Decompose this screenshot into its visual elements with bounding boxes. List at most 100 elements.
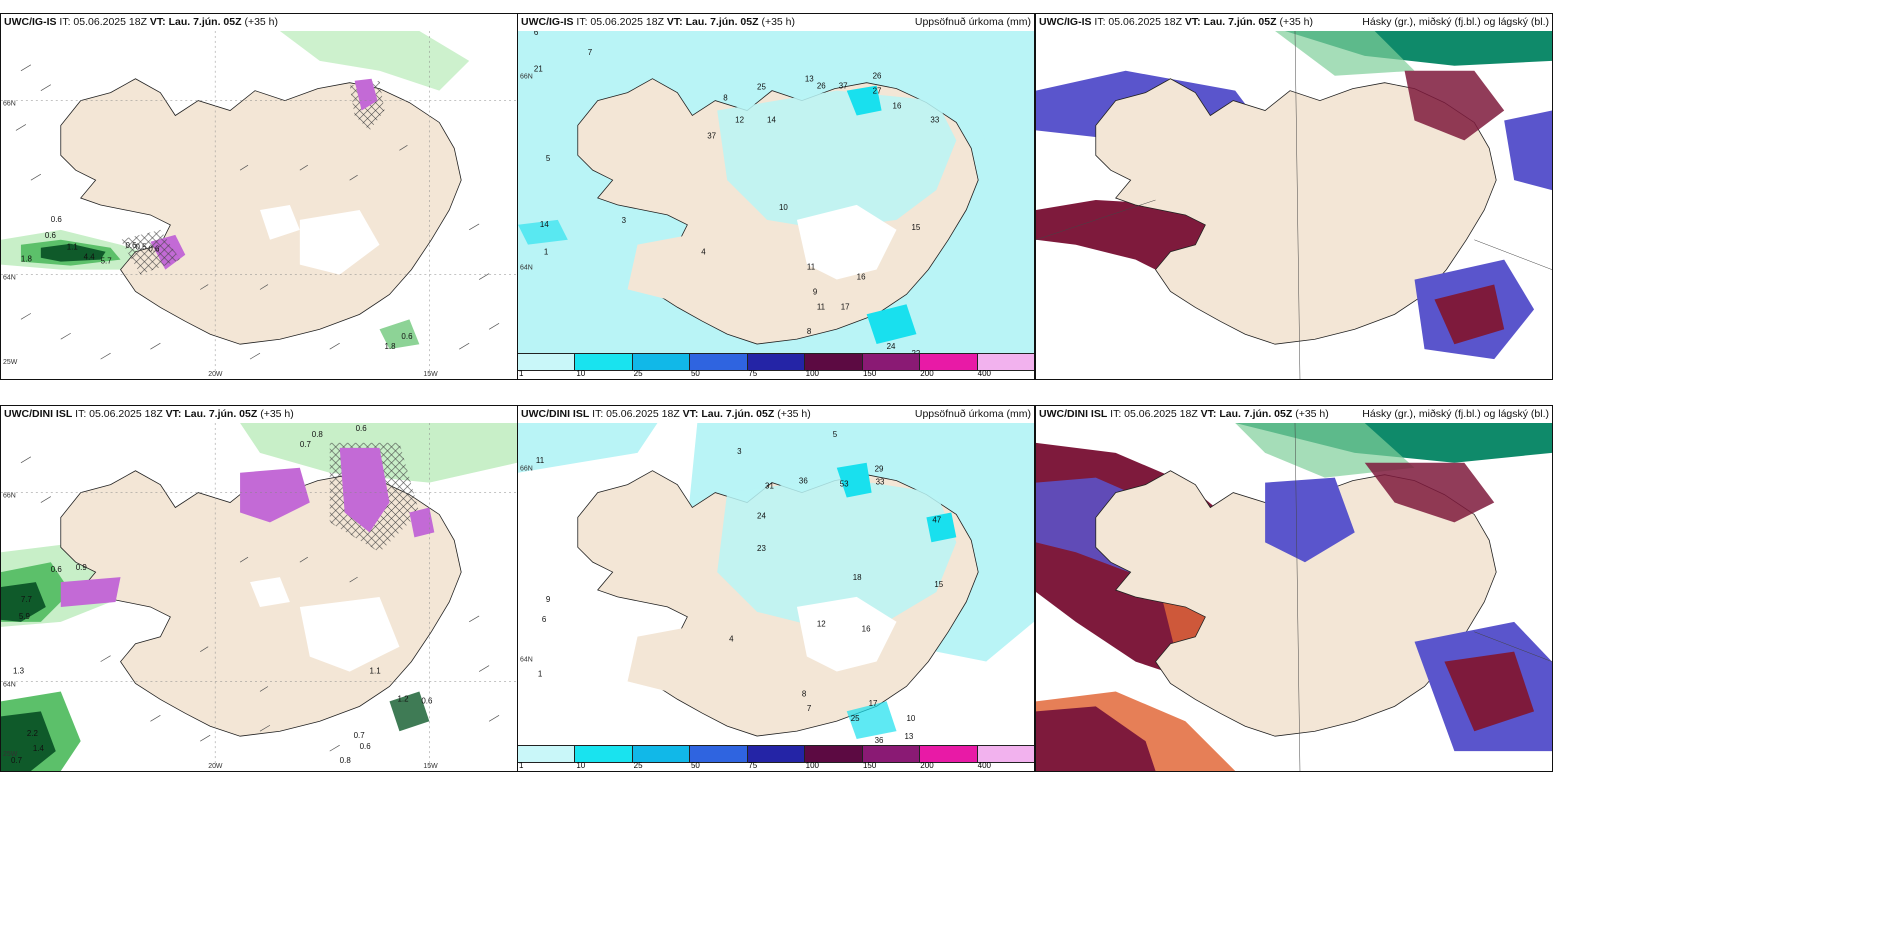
svg-text:25: 25 xyxy=(851,714,860,723)
svg-text:15W: 15W xyxy=(423,371,438,378)
svg-text:1.1: 1.1 xyxy=(370,667,382,676)
svg-text:15: 15 xyxy=(934,580,943,589)
legend-swatch-10 xyxy=(575,354,633,370)
svg-text:9: 9 xyxy=(546,595,551,604)
svg-text:66N: 66N xyxy=(520,466,533,473)
svg-text:64N: 64N xyxy=(3,275,16,282)
svg-text:26: 26 xyxy=(817,82,826,91)
svg-text:36: 36 xyxy=(875,736,884,745)
map-area: 66N 64N 11 5 3 31 36 29 53 33 47 24 23 1… xyxy=(518,423,1034,745)
lead-time: (+35 h) xyxy=(777,408,811,420)
panel-header: UWC/DINI ISL IT: 05.06.2025 18Z VT: Lau.… xyxy=(1,406,517,423)
valid-time: VT: Lau. 7.jún. 05Z xyxy=(682,408,775,420)
panel-top-mid-accum-precip: UWC/IG-IS IT: 05.06.2025 18Z VT: Lau. 7.… xyxy=(517,13,1035,380)
svg-text:0.8: 0.8 xyxy=(312,430,324,439)
svg-text:64N: 64N xyxy=(3,681,16,688)
svg-text:21: 21 xyxy=(534,65,543,74)
legend-swatch-25 xyxy=(632,746,691,762)
map-area xyxy=(1036,31,1552,379)
model-name: UWC/IG-IS xyxy=(1039,16,1092,28)
lead-time: (+35 h) xyxy=(244,16,279,28)
panel-bottom-left-wind-precip: UWC/DINI ISL IT: 05.06.2025 18Z VT: Lau.… xyxy=(0,405,518,772)
valid-time: VT: Lau. 7.jún. 05Z xyxy=(165,408,258,420)
legend-tick: 1 xyxy=(519,369,524,378)
svg-text:11: 11 xyxy=(807,263,816,272)
svg-text:20W: 20W xyxy=(208,763,223,770)
panel-header: UWC/IG-IS IT: 05.06.2025 18Z VT: Lau. 7.… xyxy=(1,14,517,31)
svg-text:1.1: 1.1 xyxy=(67,243,79,252)
legend-tick: 200 xyxy=(920,369,934,378)
legend-swatch-400 xyxy=(977,354,1034,370)
svg-text:20W: 20W xyxy=(208,371,223,378)
legend-tick: 75 xyxy=(748,761,758,770)
legend-tick: 25 xyxy=(633,761,643,770)
svg-text:12: 12 xyxy=(817,620,826,629)
legend-swatch-75 xyxy=(747,746,806,762)
init-time: IT: 05.06.2025 18Z xyxy=(1094,16,1182,28)
legend-tick: 100 xyxy=(805,761,819,770)
legend-swatch-10 xyxy=(575,746,633,762)
svg-text:0.6: 0.6 xyxy=(356,424,368,433)
svg-text:0.7: 0.7 xyxy=(354,731,366,740)
svg-text:7: 7 xyxy=(588,48,593,57)
svg-text:5: 5 xyxy=(833,430,838,439)
legend-swatch-400 xyxy=(977,746,1034,762)
legend-tick: 400 xyxy=(977,369,991,378)
precip-legend: 1 10 25 50 75 100 150 200 400 xyxy=(518,353,1034,379)
svg-text:5.9: 5.9 xyxy=(19,612,31,621)
map-area: 66N 64N 6 21 7 5 14 1 3 37 8 25 13 26 37… xyxy=(518,31,1034,353)
svg-text:64N: 64N xyxy=(520,657,533,664)
svg-text:0.6: 0.6 xyxy=(401,332,413,341)
svg-text:1: 1 xyxy=(538,669,543,678)
legend-tick: 150 xyxy=(862,369,877,378)
legend-swatch-200 xyxy=(920,746,978,762)
valid-time: VT: Lau. 7.jún. 05Z xyxy=(1184,16,1277,28)
legend-swatch-50 xyxy=(690,746,748,762)
init-time: IT: 05.06.2025 18Z xyxy=(59,16,147,28)
svg-text:7.7: 7.7 xyxy=(21,595,33,604)
svg-text:1.2: 1.2 xyxy=(397,694,409,703)
legend-swatch-100 xyxy=(805,354,863,370)
panel-header: UWC/DINI ISL IT: 05.06.2025 18Z VT: Lau.… xyxy=(518,406,1034,423)
panel-header: UWC/IG-IS IT: 05.06.2025 18Z VT: Lau. 7.… xyxy=(518,14,1034,31)
svg-text:15W: 15W xyxy=(423,763,438,770)
svg-text:15: 15 xyxy=(911,223,920,232)
map-area: 66N 64N 25W 20W 15W 0.6 0.6 1.8 1.1 4.4 … xyxy=(1,31,517,379)
init-time: IT: 05.06.2025 18Z xyxy=(592,408,680,420)
svg-text:4: 4 xyxy=(729,635,734,644)
svg-text:3: 3 xyxy=(622,216,627,225)
valid-time: VT: Lau. 7.jún. 05Z xyxy=(1200,408,1293,420)
svg-text:25: 25 xyxy=(757,83,766,92)
panel-header: UWC/DINI ISL IT: 05.06.2025 18Z VT: Lau.… xyxy=(1036,406,1552,423)
svg-text:33: 33 xyxy=(876,478,885,487)
svg-text:25W: 25W xyxy=(3,359,18,366)
svg-text:22: 22 xyxy=(911,349,920,353)
svg-text:16: 16 xyxy=(893,102,902,111)
svg-text:27: 27 xyxy=(873,87,882,96)
svg-text:7: 7 xyxy=(807,704,812,713)
svg-text:25W: 25W xyxy=(3,751,18,758)
svg-text:33: 33 xyxy=(930,115,939,124)
svg-text:24: 24 xyxy=(887,342,896,351)
svg-text:36: 36 xyxy=(799,477,808,486)
svg-text:13: 13 xyxy=(805,75,814,84)
precip-legend: 1 10 25 50 75 100 150 200 400 xyxy=(518,745,1034,771)
legend-tick: 25 xyxy=(633,369,643,378)
svg-text:17: 17 xyxy=(869,699,878,708)
svg-text:4.4: 4.4 xyxy=(84,253,96,262)
svg-text:0.7: 0.7 xyxy=(11,756,23,765)
legend-tick: 1 xyxy=(519,761,524,770)
panel-header: UWC/IG-IS IT: 05.06.2025 18Z VT: Lau. 7.… xyxy=(1036,14,1552,31)
svg-text:1.8: 1.8 xyxy=(21,255,33,264)
legend-tick: 10 xyxy=(576,369,586,378)
legend-swatch-150 xyxy=(862,354,921,370)
legend-tick: 10 xyxy=(576,761,586,770)
svg-text:0.8: 0.8 xyxy=(340,756,352,765)
svg-text:16: 16 xyxy=(862,625,871,634)
svg-text:1.3: 1.3 xyxy=(13,667,25,676)
legend-swatch-100 xyxy=(805,746,863,762)
svg-text:10: 10 xyxy=(779,203,788,212)
svg-text:37: 37 xyxy=(707,131,716,140)
svg-text:4: 4 xyxy=(701,248,706,257)
panel-top-left-wind-precip: UWC/IG-IS IT: 05.06.2025 18Z VT: Lau. 7.… xyxy=(0,13,518,380)
